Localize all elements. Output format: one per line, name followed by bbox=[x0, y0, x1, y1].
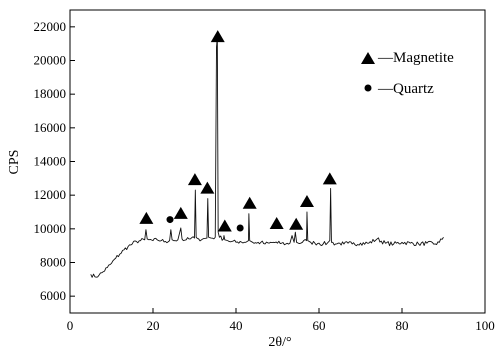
magnetite-peak-marker bbox=[217, 219, 232, 232]
y-tick-label: 20000 bbox=[34, 53, 67, 68]
legend-magnetite-label: —Magnetite bbox=[377, 50, 454, 66]
y-tick-label: 8000 bbox=[40, 255, 66, 270]
trace-layer bbox=[90, 36, 444, 278]
magnetite-peak-marker bbox=[173, 206, 188, 219]
xrd-trace-line bbox=[90, 36, 444, 278]
y-tick-label: 14000 bbox=[34, 154, 67, 169]
legend-quartz-label: —Quartz bbox=[377, 81, 434, 97]
x-tick-label: 100 bbox=[475, 318, 495, 333]
quartz-peak-marker bbox=[236, 224, 244, 232]
magnetite-peak-marker bbox=[269, 216, 284, 229]
y-tick-label: 10000 bbox=[34, 221, 67, 236]
y-tick-label: 12000 bbox=[34, 187, 67, 202]
quartz-peak-marker bbox=[166, 216, 174, 224]
magnetite-peak-marker bbox=[139, 211, 154, 224]
plot-frame bbox=[69, 9, 486, 314]
y-tick-label: 18000 bbox=[34, 86, 67, 101]
magnetite-peak-marker bbox=[242, 196, 257, 209]
legend: —Magnetite —Quartz bbox=[361, 50, 454, 97]
magnetite-peak-marker bbox=[289, 217, 304, 230]
y-axis-title: CPS bbox=[7, 150, 22, 175]
magnetite-peak-marker bbox=[299, 195, 314, 208]
magnetite-peak-marker bbox=[200, 181, 215, 194]
legend-magnetite-marker bbox=[361, 52, 375, 64]
y-tick-label: 6000 bbox=[40, 288, 66, 303]
legend-quartz-marker bbox=[364, 84, 372, 92]
x-tick-label: 60 bbox=[313, 318, 326, 333]
x-axis-title: 2θ/° bbox=[268, 335, 291, 350]
x-tick-label: 40 bbox=[230, 318, 243, 333]
magnetite-peak-marker bbox=[322, 172, 337, 185]
x-tick-label: 80 bbox=[396, 318, 409, 333]
markers-layer bbox=[139, 30, 337, 232]
x-tick-label: 0 bbox=[67, 318, 74, 333]
ticks-layer: 0 20 40 60 80 100 6000 8000 10000 12000 14000 16000… bbox=[34, 19, 495, 333]
x-tick-label: 20 bbox=[147, 318, 160, 333]
magnetite-peak-marker bbox=[210, 30, 225, 43]
magnetite-peak-marker bbox=[187, 173, 202, 186]
y-tick-label: 16000 bbox=[34, 120, 67, 135]
y-tick-label: 22000 bbox=[34, 19, 67, 34]
